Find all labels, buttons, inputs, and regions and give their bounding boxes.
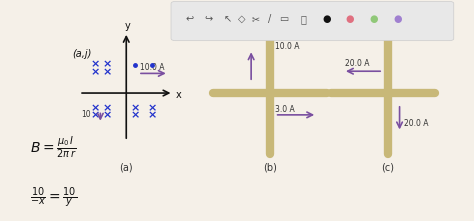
Text: ●: ● — [369, 14, 378, 24]
Text: (a,j): (a,j) — [72, 49, 91, 59]
Text: ×: × — [103, 60, 112, 70]
Text: ×: × — [147, 103, 157, 113]
Text: 3.0 A: 3.0 A — [275, 105, 294, 114]
Text: (a): (a) — [119, 162, 133, 172]
Text: 10.0 A: 10.0 A — [140, 63, 165, 72]
FancyBboxPatch shape — [171, 1, 454, 41]
Text: ✂: ✂ — [252, 14, 260, 24]
Text: ↖: ↖ — [224, 14, 232, 24]
Text: x: x — [176, 90, 182, 100]
Text: $\frac{10}{-x} = \frac{10}{y}$: $\frac{10}{-x} = \frac{10}{y}$ — [30, 185, 77, 210]
Text: ↩: ↩ — [186, 14, 194, 24]
Text: y: y — [125, 21, 130, 31]
Text: ×: × — [91, 67, 100, 77]
Text: ◇: ◇ — [238, 14, 246, 24]
Text: ↪: ↪ — [205, 14, 213, 24]
Text: ×: × — [131, 103, 140, 113]
Text: ×: × — [91, 103, 100, 113]
Text: 10: 10 — [82, 110, 91, 119]
Text: ×: × — [103, 110, 112, 120]
Text: ×: × — [147, 110, 157, 120]
Text: 20.0 A: 20.0 A — [404, 119, 429, 128]
Text: /: / — [268, 14, 272, 24]
Text: 🖼: 🖼 — [300, 14, 306, 24]
Text: 20.0 A: 20.0 A — [346, 59, 370, 68]
Text: ●: ● — [393, 14, 401, 24]
Text: ×: × — [131, 110, 140, 120]
Text: ×: × — [91, 60, 100, 70]
Text: ×: × — [103, 103, 112, 113]
Text: ×: × — [91, 110, 100, 120]
Text: (c): (c) — [381, 162, 394, 172]
Text: ●: ● — [322, 14, 331, 24]
Text: $B = \frac{\mu_0\, I}{2\pi\, r}$: $B = \frac{\mu_0\, I}{2\pi\, r}$ — [30, 134, 76, 161]
Text: 10.0 A: 10.0 A — [275, 42, 299, 51]
Text: ×: × — [103, 67, 112, 77]
Text: ●: ● — [346, 14, 355, 24]
Text: ▭: ▭ — [280, 14, 289, 24]
Text: (b): (b) — [263, 162, 277, 172]
